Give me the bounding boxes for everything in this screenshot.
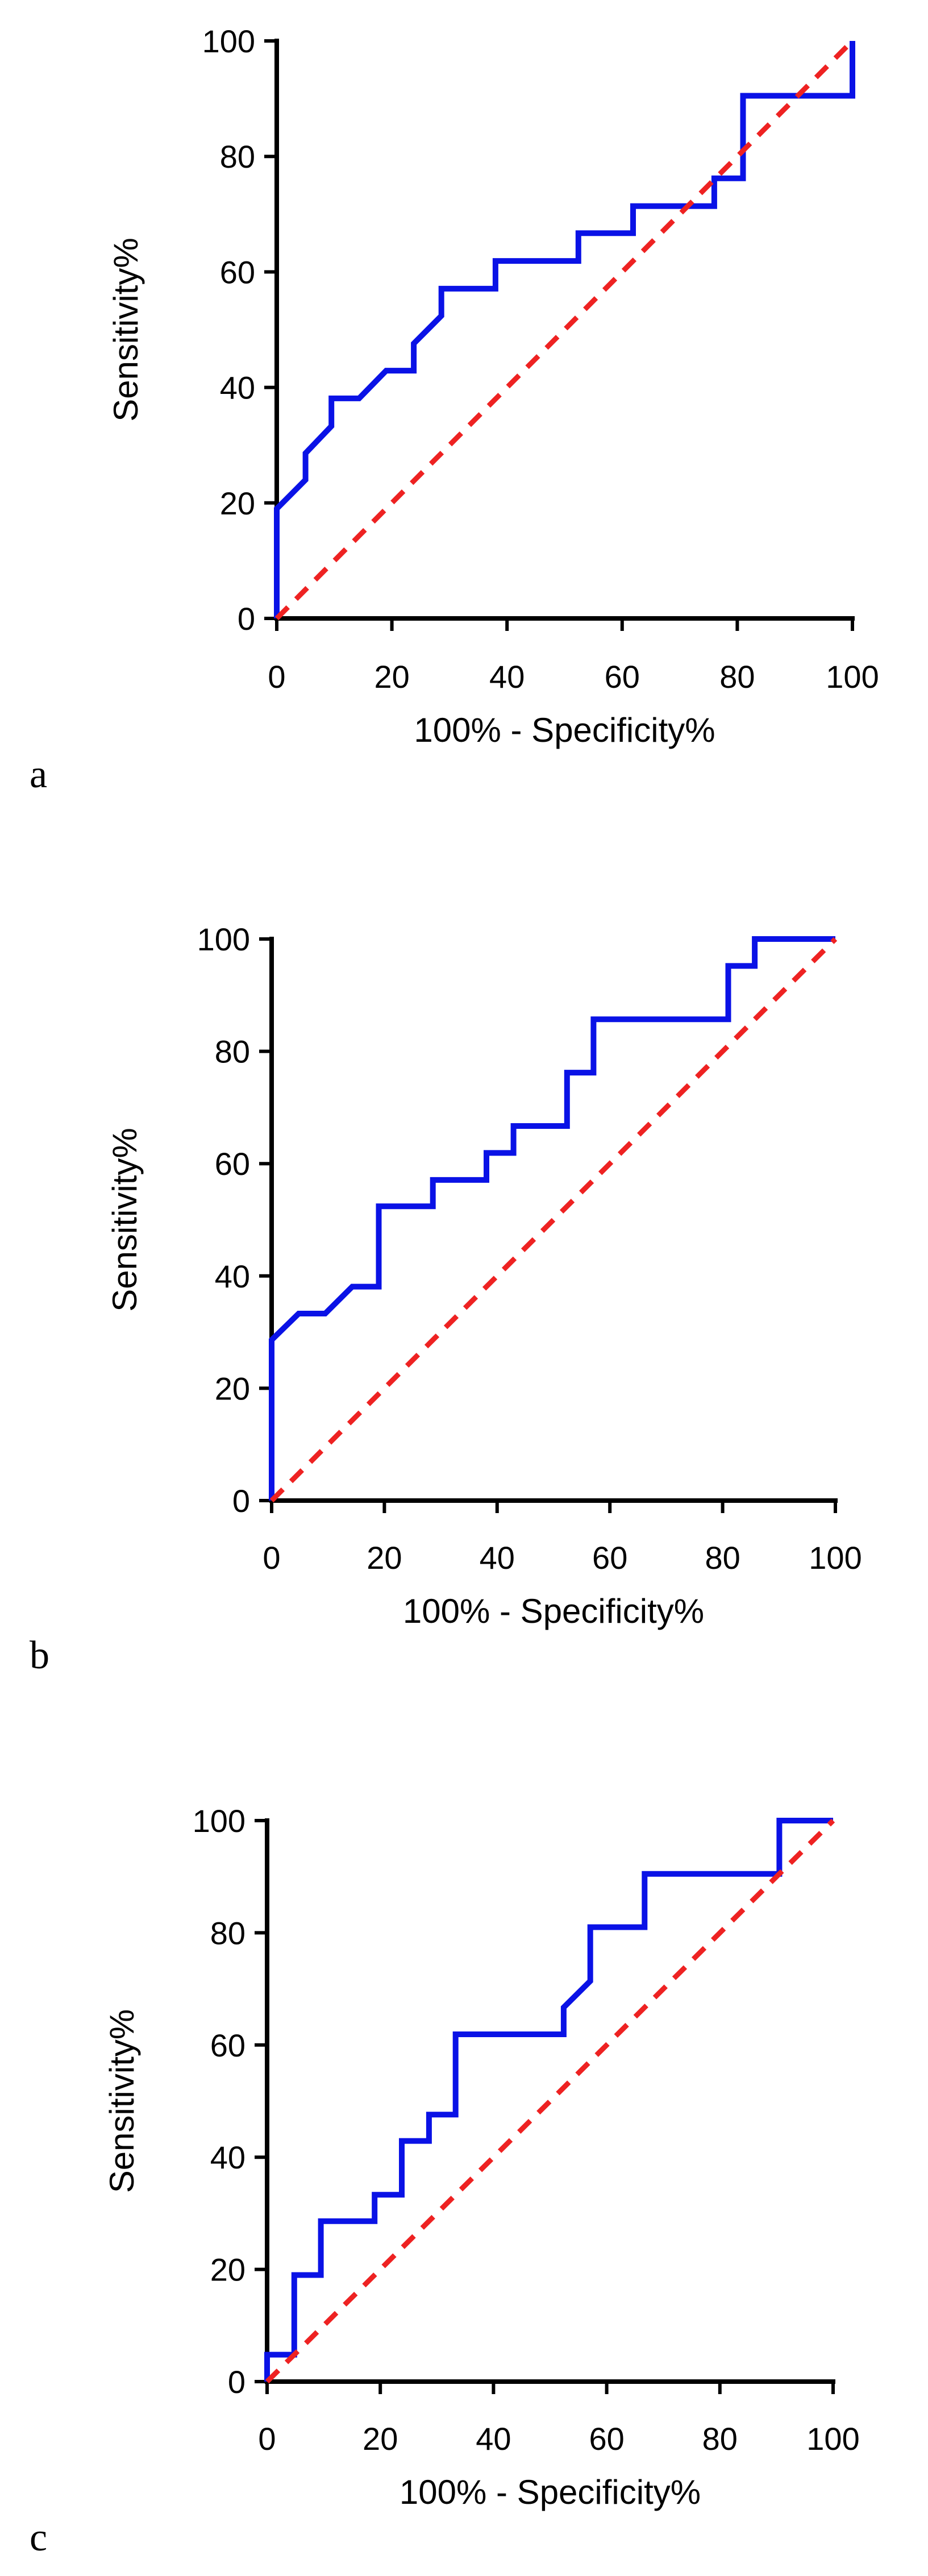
y-tick-label: 0 <box>228 2364 245 2400</box>
reference-diagonal-line <box>274 39 855 621</box>
y-tick-label: 100 <box>202 23 255 59</box>
y-axis-title: Sensitivity% <box>106 1128 144 1311</box>
panel-label: a <box>30 753 47 796</box>
y-tick-label: 40 <box>210 2139 245 2175</box>
x-tick-label: 20 <box>363 2421 398 2457</box>
y-tick-label: 80 <box>215 1034 250 1070</box>
x-tick-label: 0 <box>263 1540 280 1576</box>
reference-diagonal-line <box>269 937 838 1503</box>
x-tick-label: 0 <box>258 2421 276 2457</box>
x-axis-title: 100% - Specificity% <box>400 2473 701 2511</box>
y-tick-label: 20 <box>215 1370 250 1406</box>
y-tick-label: 20 <box>220 485 255 521</box>
y-tick-label: 100 <box>193 1803 245 1839</box>
y-tick-label: 60 <box>215 1146 250 1182</box>
panel-label: b <box>30 1634 49 1677</box>
y-tick-label: 40 <box>220 370 255 406</box>
y-tick-label: 100 <box>197 921 250 957</box>
x-tick-label: 100 <box>809 1540 862 1576</box>
x-tick-label: 20 <box>367 1540 402 1576</box>
x-tick-label: 100 <box>806 2421 859 2457</box>
x-tick-label: 40 <box>476 2421 511 2457</box>
x-tick-label: 0 <box>268 659 285 695</box>
x-tick-label: 40 <box>480 1540 515 1576</box>
y-tick-label: 0 <box>232 1483 250 1519</box>
roc-chart-a: 0 20 40 60 80 100 0 20 40 60 80 100 100% - Specifici… <box>30 23 879 796</box>
y-axis-title: Sensitivity% <box>107 238 145 421</box>
x-tick-label: 80 <box>702 2421 738 2457</box>
x-tick-label: 60 <box>589 2421 624 2457</box>
x-axis-title: 100% - Specificity% <box>414 711 715 749</box>
y-tick-label: 40 <box>215 1258 250 1294</box>
y-axis-title: Sensitivity% <box>103 2009 141 2193</box>
reference-diagonal-line <box>265 1818 835 2384</box>
panel-label: c <box>30 2516 47 2560</box>
y-tick-label: 80 <box>210 1915 245 1951</box>
x-tick-label: 80 <box>705 1540 740 1576</box>
roc-curve-line <box>269 936 835 1501</box>
y-tick-label: 60 <box>210 2027 245 2063</box>
y-tick-label: 0 <box>238 601 255 637</box>
x-axis-title: 100% - Specificity% <box>403 1592 704 1630</box>
y-tick-label: 80 <box>220 139 255 174</box>
x-tick-label: 60 <box>592 1540 627 1576</box>
roc-chart-c: 0 20 40 60 80 100 0 20 40 60 80 100 100% - Specifici… <box>30 1803 860 2560</box>
roc-curve-line <box>264 1818 833 2382</box>
y-tick-label: 20 <box>210 2252 245 2288</box>
roc-chart-b: 0 20 40 60 80 100 0 20 40 60 80 100 100% - Specifici… <box>30 921 862 1677</box>
x-tick-label: 100 <box>826 659 879 695</box>
x-tick-label: 20 <box>374 659 409 695</box>
roc-curve-line <box>274 41 855 618</box>
y-tick-label: 60 <box>220 254 255 290</box>
x-tick-label: 40 <box>489 659 525 695</box>
x-tick-label: 80 <box>719 659 755 695</box>
x-tick-label: 60 <box>605 659 640 695</box>
